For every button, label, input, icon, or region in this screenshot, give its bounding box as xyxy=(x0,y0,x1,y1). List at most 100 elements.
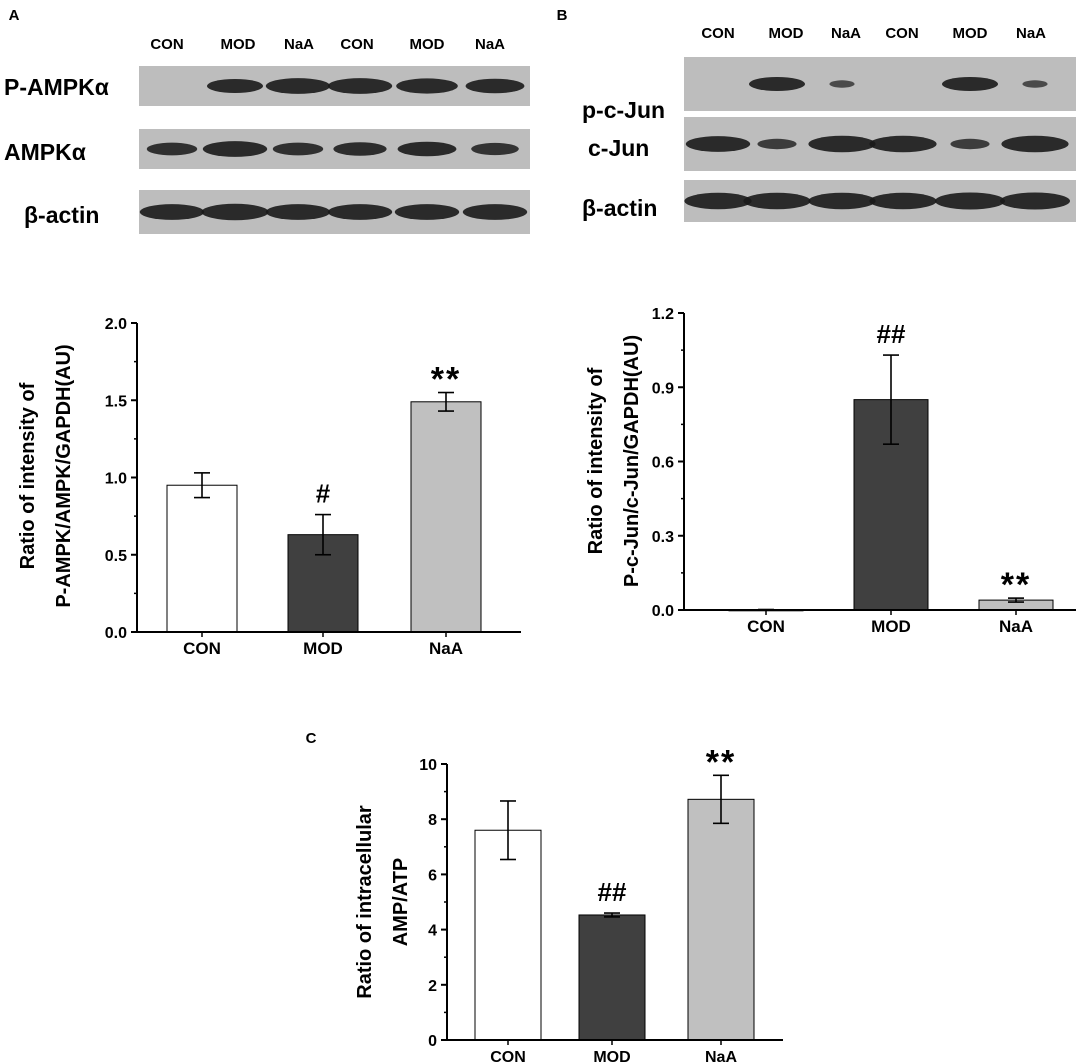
annotation-mod: # xyxy=(316,479,331,509)
error-bar-naa xyxy=(438,391,454,412)
blot-band xyxy=(333,142,387,156)
blot-band xyxy=(950,138,990,150)
blot-row-label: p-c-Jun xyxy=(582,97,665,123)
y-tick-label: 1.5 xyxy=(105,393,127,410)
error-bar-con xyxy=(194,472,210,499)
blot-row-label: P-AMPKα xyxy=(4,74,109,100)
blot-band xyxy=(808,135,876,153)
category-label: MOD xyxy=(303,639,343,658)
blot-band xyxy=(465,78,525,94)
y-axis-label: P-c-Jun/c-Jun/GAPDH(AU) xyxy=(621,335,643,587)
lane-label: CON xyxy=(885,25,918,42)
panel-letter-b: B xyxy=(557,7,568,24)
y-tick-label: 6 xyxy=(428,867,437,884)
category-label: CON xyxy=(183,639,221,658)
blot-band xyxy=(396,78,458,94)
y-tick-label: 0 xyxy=(428,1033,437,1050)
lane-label: MOD xyxy=(410,36,445,53)
y-axis-label: P-AMPK/AMPK/GAPDH(AU) xyxy=(53,344,75,607)
blot-band xyxy=(265,204,331,220)
blot-band xyxy=(869,135,937,153)
blot-band xyxy=(471,142,519,156)
lane-label: MOD xyxy=(221,36,256,53)
category-label: NaA xyxy=(429,639,463,658)
blot-row-label: c-Jun xyxy=(588,135,649,161)
y-tick-label: 0.0 xyxy=(652,603,674,620)
blot-band xyxy=(207,79,263,93)
blot-strip xyxy=(684,57,1076,111)
category-label: CON xyxy=(490,1049,526,1064)
y-tick-label: 10 xyxy=(419,757,437,774)
blot-band xyxy=(935,192,1005,210)
y-tick-label: 1.2 xyxy=(652,306,674,323)
blot-band xyxy=(942,77,998,91)
blot-row-label: β-actin xyxy=(582,195,657,221)
blot-band xyxy=(684,192,752,210)
blot-band xyxy=(829,80,855,88)
blot-band xyxy=(869,192,937,210)
y-tick-label: 2 xyxy=(428,978,437,995)
chart-b: CON ## MOD ** NaA 0.0 0.3 0.6 0.9 1.2 Ratio of int… xyxy=(585,306,1076,636)
y-tick-label: 0.5 xyxy=(105,548,127,565)
lane-label: NaA xyxy=(831,25,861,42)
annotation-mod: ## xyxy=(877,319,906,349)
y-axis-label: Ratio of intensity of xyxy=(585,367,607,554)
error-bar-con xyxy=(500,800,516,861)
annotation-mod: ## xyxy=(598,877,627,907)
y-tick-label: 4 xyxy=(428,923,437,940)
lane-label: NaA xyxy=(1016,25,1046,42)
blot-band xyxy=(1000,192,1070,210)
blot-band xyxy=(201,203,269,221)
error-bar-mod xyxy=(604,912,620,918)
blot-band xyxy=(265,78,331,94)
y-tick-label: 1.0 xyxy=(105,471,127,488)
blot-band xyxy=(1022,80,1048,88)
lane-label: CON xyxy=(150,36,183,53)
blot-band xyxy=(685,136,751,152)
chart-a: CON # MOD ** NaA 0.0 0.5 1.0 1.5 2.0 Ratio of inte… xyxy=(17,316,521,658)
error-bar-mod xyxy=(883,354,899,445)
lane-label: NaA xyxy=(475,36,505,53)
y-tick-label: 2.0 xyxy=(105,316,127,333)
lane-label: MOD xyxy=(953,25,988,42)
blot-band xyxy=(394,204,460,220)
blot-band xyxy=(808,192,876,210)
blot-band xyxy=(139,204,205,220)
y-tick-label: 0.3 xyxy=(652,529,674,546)
y-tick-label: 0.9 xyxy=(652,380,674,397)
panel-letter-a: A xyxy=(9,7,20,24)
annotation-naa: ** xyxy=(706,743,736,781)
lane-label: CON xyxy=(340,36,373,53)
chart-c: CON ## MOD ** NaA 0 2 4 6 8 10 Ratio of intracellul… xyxy=(354,743,783,1064)
error-bar-naa xyxy=(713,774,729,825)
lane-label: CON xyxy=(701,25,734,42)
blot-band xyxy=(397,141,457,157)
blot-band xyxy=(1001,135,1069,153)
blot-band xyxy=(757,138,797,150)
error-bar-mod xyxy=(315,513,331,556)
category-label: MOD xyxy=(871,617,911,636)
panel-letter-c: C xyxy=(306,730,317,747)
category-label: MOD xyxy=(593,1049,630,1064)
panel-b-blot: B CON MOD NaA CON MOD NaA p-c-Jun c-Jun β-actin xyxy=(557,7,1076,222)
blot-row-label: AMPKα xyxy=(4,139,86,165)
blot-band xyxy=(272,142,324,156)
lane-label: MOD xyxy=(769,25,804,42)
blot-row-label: β-actin xyxy=(24,202,99,228)
bar-naa xyxy=(687,798,755,1041)
panel-a-blot: A CON MOD NaA CON MOD NaA P-AMPKα AMPKα β-actin xyxy=(4,7,530,234)
bar-con xyxy=(166,484,238,633)
blot-band xyxy=(327,78,393,94)
bar-mod xyxy=(578,914,646,1041)
y-axis-label: Ratio of intensity of xyxy=(17,382,39,569)
blot-band xyxy=(202,141,268,157)
blot-band xyxy=(749,77,805,91)
y-tick-label: 8 xyxy=(428,812,437,829)
error-bar-naa xyxy=(1008,597,1024,603)
y-tick-label: 0.6 xyxy=(652,455,674,472)
bar-con xyxy=(474,829,542,1041)
blot-band xyxy=(743,192,811,210)
y-axis-label: Ratio of intracellular xyxy=(354,805,376,999)
blot-band xyxy=(327,204,393,220)
